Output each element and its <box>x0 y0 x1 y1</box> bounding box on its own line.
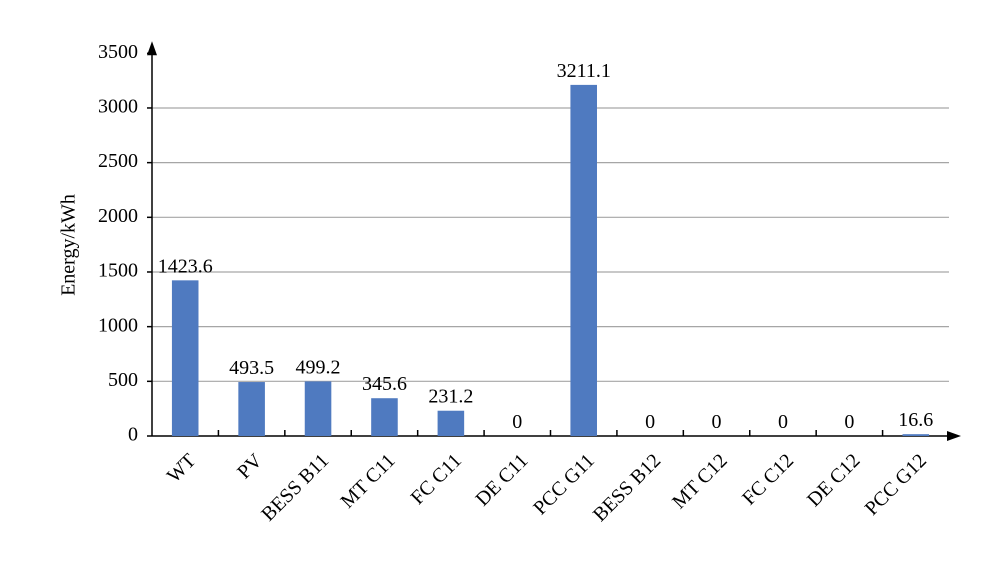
bar <box>902 434 930 436</box>
x-tick-label: MT C12 <box>668 450 732 514</box>
value-label: 3211.1 <box>557 60 611 82</box>
x-tick-label: PCC G11 <box>529 450 599 520</box>
value-label: 0 <box>512 411 522 433</box>
x-tick-label: FC C12 <box>738 450 798 510</box>
value-label: 499.2 <box>296 356 341 378</box>
x-tick-label: FC C11 <box>407 450 466 509</box>
y-axis-label: Energy/kWh <box>58 194 80 296</box>
value-label: 0 <box>645 411 655 433</box>
y-tick-label: 1500 <box>98 260 138 282</box>
value-label: 1423.6 <box>158 255 213 277</box>
bar <box>171 280 199 436</box>
value-label: 493.5 <box>229 357 274 379</box>
value-label: 0 <box>844 411 854 433</box>
y-tick-label: 1000 <box>98 314 138 336</box>
value-label: 231.2 <box>428 386 473 408</box>
y-arrow <box>147 41 157 56</box>
value-label: 345.6 <box>362 373 407 395</box>
y-tick-label: 2000 <box>98 205 138 227</box>
bar <box>238 382 265 436</box>
bar <box>570 84 597 436</box>
x-tick-label: WT <box>163 450 201 488</box>
value-label: 0 <box>712 411 722 433</box>
y-tick-label: 3500 <box>98 41 138 63</box>
x-tick-label: BESS B11 <box>257 450 333 526</box>
bar <box>304 381 332 436</box>
x-tick-label: PV <box>233 449 267 483</box>
y-tick-label: 0 <box>128 424 138 446</box>
x-tick-label: DE C12 <box>803 450 865 512</box>
y-tick-label: 2500 <box>98 150 138 172</box>
value-label: 16.6 <box>898 409 933 431</box>
bar <box>437 410 465 436</box>
value-label: 0 <box>778 411 788 433</box>
x-tick-label: DE C11 <box>471 450 532 511</box>
y-tick-label: 500 <box>108 369 138 391</box>
x-tick-label: BESS B12 <box>589 450 665 526</box>
x-arrow <box>947 431 961 441</box>
x-tick-label: PCC G12 <box>861 450 931 520</box>
bar <box>371 398 398 436</box>
x-tick-label: MT C11 <box>336 450 399 513</box>
y-tick-label: 3000 <box>98 96 138 118</box>
